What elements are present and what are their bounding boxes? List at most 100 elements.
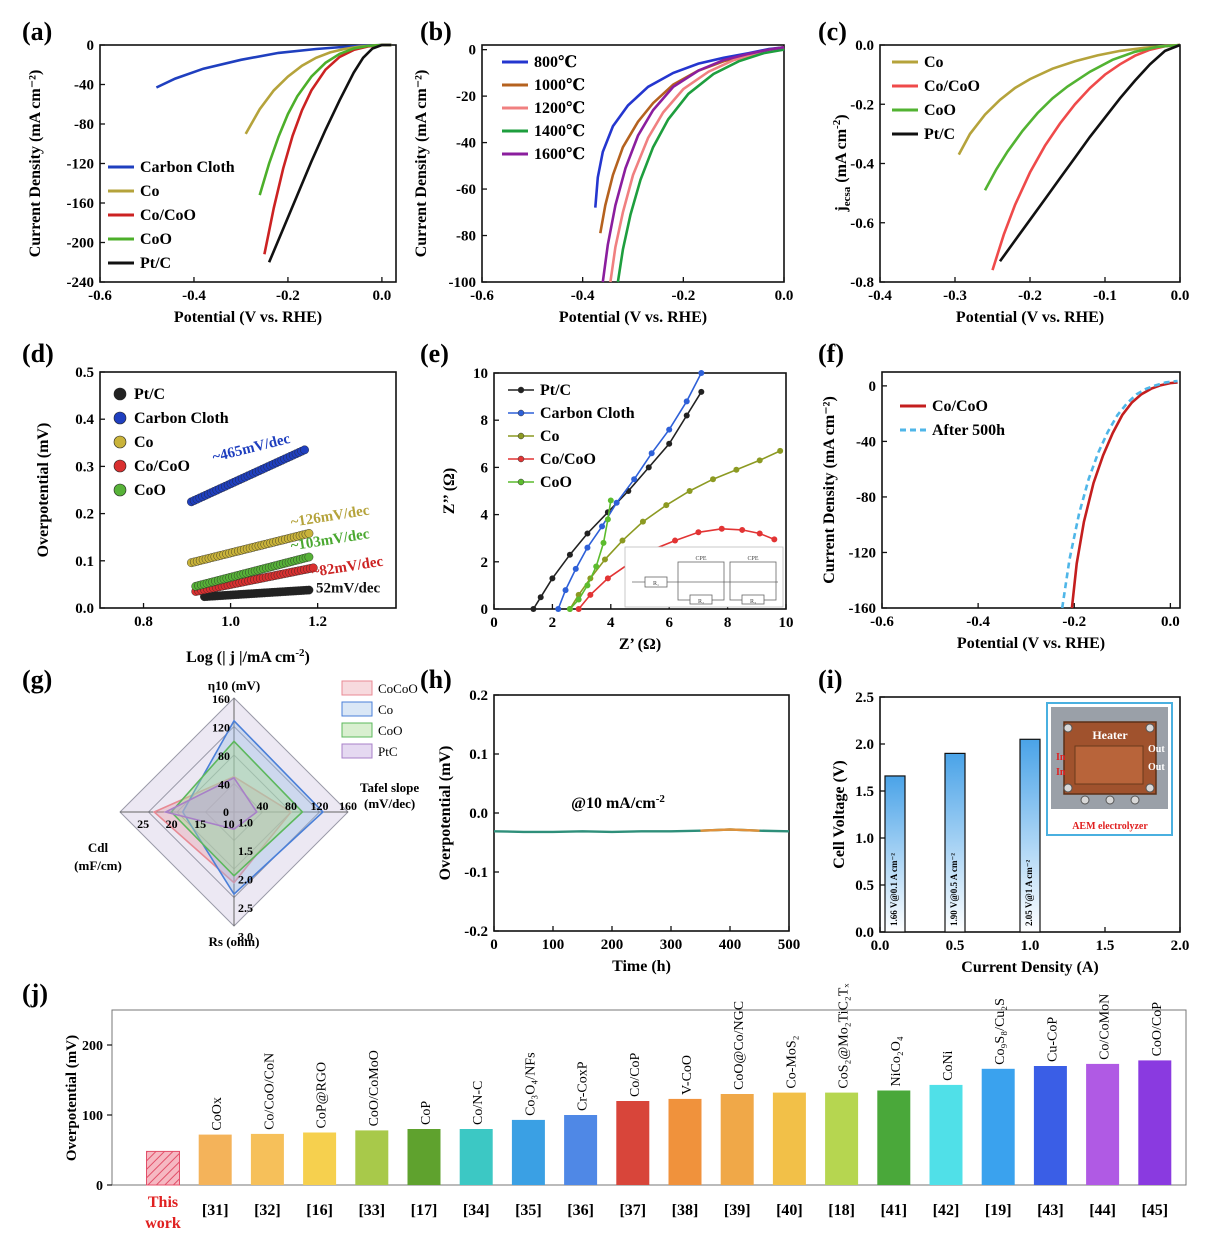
category-label: work (145, 1215, 181, 1232)
data-point-3 (718, 525, 725, 532)
y-tick-label: 2.0 (855, 737, 874, 753)
y-tick-label: -160 (849, 601, 877, 617)
data-point-1 (599, 523, 606, 530)
y-tick-label: -60 (456, 182, 476, 198)
x-tick-label: -0.2 (276, 288, 300, 304)
legend-label: Co (924, 54, 944, 71)
y-tick-label: 0.3 (75, 459, 94, 475)
data-point-1 (666, 426, 673, 433)
x-tick-label: 10 (779, 615, 794, 631)
annotation-part: @10 mA/cm (571, 795, 656, 812)
legend-label: 1000℃ (534, 77, 585, 94)
bolt (1063, 783, 1073, 793)
bar-13 (825, 1092, 859, 1185)
bar-label-1: 1.90 V@0.5 A cm⁻² (949, 853, 959, 926)
radar-tick-bottom: 2.5 (238, 901, 253, 915)
x-axis-label: Potential (V vs. RHE) (956, 309, 1104, 326)
category-label: [17] (411, 1202, 438, 1219)
radar-tick-bottom: 1.0 (238, 815, 253, 829)
x-tick-label: 100 (542, 937, 565, 953)
category-label: [35] (515, 1202, 542, 1219)
data-point-0 (698, 388, 705, 395)
legend-label: Co (134, 434, 154, 451)
y-tick-label: 10 (473, 366, 488, 382)
category-label: [16] (306, 1202, 333, 1219)
bar-material-label: Co/N-C (471, 1081, 486, 1125)
bolt (1080, 795, 1090, 805)
y-tick-label: 0.0 (469, 806, 488, 822)
radar-legend-label: PtC (378, 744, 398, 759)
y-axis-label-part: ecsa (841, 186, 853, 206)
radar-legend-swatch (341, 722, 373, 738)
radar-legend-swatch (341, 680, 373, 696)
category-label: [40] (776, 1202, 803, 1219)
legend-label: Co/CoO (540, 451, 596, 468)
bar-0 (146, 1150, 180, 1186)
bar-material-label: CoO/CoP (1150, 1002, 1165, 1057)
y-tick-label: 0 (481, 602, 489, 618)
bar-1 (198, 1134, 232, 1185)
y-tick-label: -80 (74, 117, 94, 133)
x-axis-label: Potential (V vs. RHE) (957, 635, 1105, 652)
y-tick-label: 0 (469, 43, 477, 59)
radar-legend-label: CoO (378, 723, 403, 738)
radar-tick-top: 160 (212, 692, 230, 706)
radar-legend-swatch (341, 701, 373, 717)
plot-frame (99, 371, 397, 609)
y-axis-label: Z’’ (Ω) (441, 468, 458, 514)
plot-frame (881, 371, 1181, 609)
panel-letter-a: (a) (22, 17, 52, 46)
data-point-2 (304, 529, 314, 538)
bar-material-label: Co/CoMoN (1098, 994, 1113, 1060)
y-tick-label: -200 (67, 236, 95, 252)
bar-8 (564, 1115, 598, 1185)
circuit-label: R₃ (750, 599, 756, 605)
bar-15 (929, 1084, 963, 1185)
category-label: [37] (619, 1202, 646, 1219)
data-point-2 (639, 518, 646, 525)
y-axis-label: Current Density (mA cm⁻²) (821, 396, 838, 584)
y-axis-label: Overpotential (mV) (437, 746, 454, 881)
data-point-3 (308, 563, 318, 573)
y-axis-label: Cell Voltage (V) (831, 760, 848, 868)
y-tick-label: -40 (856, 434, 876, 450)
bar-material-label: V-CoO (680, 1055, 695, 1095)
radar-tick-top: 40 (218, 778, 230, 792)
category-label: [43] (1037, 1202, 1064, 1219)
inset-caption: AEM electrolyzer (1072, 821, 1148, 832)
legend-label: 1400℃ (534, 123, 585, 140)
circuit-label: CPE (695, 556, 706, 562)
data-point-0 (304, 585, 314, 595)
bar-material-label: Co-MoS₂ (784, 1035, 799, 1088)
series-line-0 (957, 43, 1181, 156)
bar-17 (1033, 1066, 1067, 1185)
panel-letter-h: (h) (420, 665, 452, 694)
x-tick-label: 6 (665, 615, 673, 631)
y-tick-label: -0.4 (850, 157, 874, 173)
slope-annotation: ~126mV/dec (290, 503, 371, 531)
data-point-1 (613, 499, 620, 506)
y-tick-label: -0.2 (850, 97, 874, 113)
y-axis-label: Overpotential (mV) (35, 423, 52, 558)
series-line-1 (1060, 379, 1178, 609)
bar-2 (250, 1133, 284, 1185)
x-axis-label-part: ) (305, 649, 310, 666)
y-tick-label: -40 (456, 136, 476, 152)
radar-tick-right: 120 (311, 799, 329, 813)
circuit-label: CPE (747, 556, 758, 562)
y-tick-label: 0.5 (855, 878, 874, 894)
bar-material-label: CoS₂@Mo₂TiC₂Tₓ (837, 983, 852, 1089)
x-tick-label: -0.2 (1018, 288, 1042, 304)
y-tick-label: 1.0 (855, 831, 874, 847)
legend-label: CoO (540, 474, 572, 491)
bar-material-label: Co/CoO/CoN (262, 1053, 277, 1130)
data-point-1 (631, 476, 638, 483)
radar-legend-swatch (341, 743, 373, 759)
data-point-1 (698, 370, 705, 376)
data-point-1 (562, 587, 569, 594)
series-line-3 (616, 48, 785, 283)
legend-label: Co/CoO (140, 207, 196, 224)
legend-marker (113, 483, 127, 497)
y-tick-label: 4 (481, 508, 489, 524)
